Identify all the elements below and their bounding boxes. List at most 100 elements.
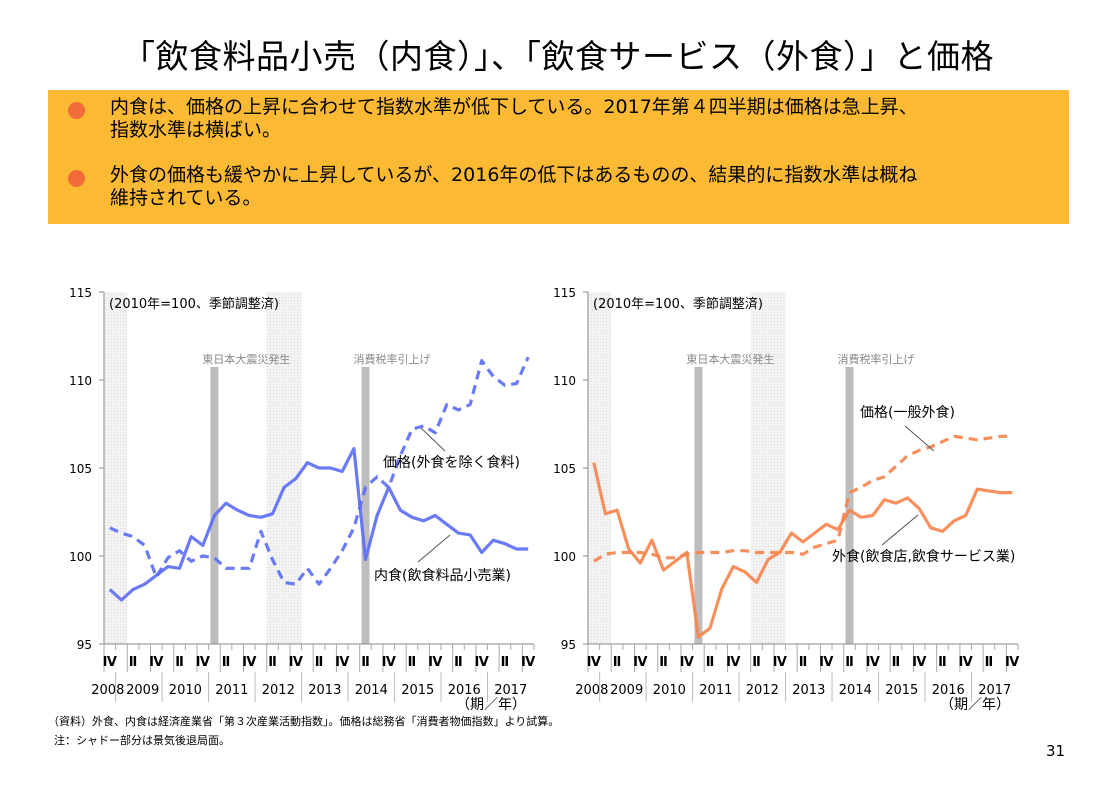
naishoku-x-quarter-label: Ⅱ	[175, 655, 184, 670]
gaishoku-x-quarter-label: Ⅱ	[892, 655, 901, 670]
naishoku-event-bar	[361, 367, 370, 644]
gaishoku-series-price-line	[592, 434, 1013, 563]
gaishoku-event-bar	[694, 367, 703, 644]
naishoku-x-year-label: 2011	[215, 683, 248, 698]
gaishoku-recession-shade	[750, 292, 786, 644]
naishoku-leader-line	[417, 534, 451, 563]
naishoku-x-quarter-label: Ⅳ	[428, 655, 443, 670]
gaishoku-x-year-label: 2009	[610, 683, 643, 698]
shading-note: 注：シャドー部分は景気後退局面。	[54, 734, 230, 747]
naishoku-x-year-label: 2012	[262, 683, 295, 698]
naishoku-x-axis-label: （期／年）	[456, 697, 526, 713]
naishoku-x-quarter-label: Ⅱ	[129, 655, 138, 670]
gaishoku-x-year-label: 2010	[653, 683, 686, 698]
gaishoku-event-label: 東日本大震災発生	[686, 352, 774, 366]
gaishoku-x-year-label: 2013	[792, 683, 825, 698]
gaishoku-series-label: 外食(飲食店,飲食サービス業)	[832, 548, 1015, 565]
gaishoku-x-quarter-label: Ⅱ	[845, 655, 854, 670]
naishoku-x-quarter-label: Ⅳ	[521, 655, 536, 670]
gaishoku-x-quarter-label: Ⅳ	[819, 655, 834, 670]
naishoku-event-bar	[210, 367, 219, 644]
summary-line: 指数水準は横ばい。	[110, 119, 282, 141]
naishoku-y-tick-label: 100	[69, 550, 92, 564]
naishoku-y-tick-label: 95	[77, 638, 92, 652]
naishoku-x-quarter-label: Ⅳ	[149, 655, 164, 670]
gaishoku-x-year-label: 2008	[575, 683, 608, 698]
naishoku-x-year-label: 2008	[91, 683, 124, 698]
naishoku-series-price-line	[109, 356, 530, 586]
gaishoku-x-year-label: 2011	[699, 683, 732, 698]
gaishoku-x-quarter-label: Ⅱ	[706, 655, 715, 670]
naishoku-x-quarter-label: Ⅳ	[475, 655, 490, 670]
gaishoku-x-quarter-label: Ⅱ	[985, 655, 994, 670]
gaishoku-leader-line	[881, 514, 919, 546]
gaishoku-x-quarter-label: Ⅱ	[752, 655, 761, 670]
gaishoku-x-quarter-label: Ⅳ	[726, 655, 741, 670]
source-note: （資料）外食、内食は経済産業省「第３次産業活動指数」。価格は総務省「消費者物価指…	[48, 715, 560, 728]
gaishoku-x-quarter-label: Ⅱ	[938, 655, 947, 670]
page-number: 31	[1046, 742, 1066, 760]
naishoku-x-quarter-label: Ⅳ	[196, 655, 211, 670]
naishoku-base-note: (2010年=100、季節調整済)	[109, 296, 279, 312]
gaishoku-x-quarter-label: Ⅱ	[613, 655, 622, 670]
naishoku-series-label: 内食(飲食料品小売業)	[374, 567, 511, 584]
naishoku-leader-line	[420, 427, 446, 452]
gaishoku-y-tick-label: 95	[561, 638, 576, 652]
footnotes: （資料）外食、内食は経済産業省「第３次産業活動指数」。価格は総務省「消費者物価指…	[48, 712, 559, 750]
naishoku-x-year-label: 2009	[126, 683, 159, 698]
gaishoku-x-quarter-label: Ⅳ	[866, 655, 881, 670]
naishoku-x-quarter-label: Ⅳ	[335, 655, 350, 670]
gaishoku-x-year-label: 2012	[746, 683, 779, 698]
gaishoku-event-bar	[845, 367, 854, 644]
gaishoku-x-year-label: 2016	[932, 683, 965, 698]
naishoku-recession-shade	[104, 292, 128, 644]
naishoku-x-quarter-label: Ⅱ	[454, 655, 463, 670]
gaishoku-y-tick-label: 100	[553, 550, 576, 564]
bullet-icon	[68, 170, 85, 187]
naishoku-x-year-label: 2015	[401, 683, 434, 698]
gaishoku-x-year-label: 2017	[978, 683, 1011, 698]
naishoku-x-quarter-label: Ⅱ	[408, 655, 417, 670]
summary-line: 内食は、価格の上昇に合わせて指数水準が低下している。2017年第４四半期は価格は…	[110, 96, 918, 118]
naishoku-x-quarter-label: Ⅳ	[289, 655, 304, 670]
naishoku-x-quarter-label: Ⅱ	[361, 655, 370, 670]
bullet-icon	[68, 102, 85, 119]
naishoku-x-quarter-label: Ⅳ	[103, 655, 118, 670]
naishoku-x-quarter-label: Ⅱ	[222, 655, 231, 670]
gaishoku-x-quarter-label: Ⅳ	[680, 655, 695, 670]
naishoku-y-tick-label: 105	[69, 462, 92, 476]
gaishoku-y-tick-label: 105	[553, 462, 576, 476]
gaishoku-x-quarter-label: Ⅳ	[633, 655, 648, 670]
naishoku-event-label: 消費税率引上げ	[353, 352, 430, 366]
naishoku-y-tick-label: 115	[69, 286, 92, 300]
gaishoku-y-tick-label: 115	[553, 286, 576, 300]
naishoku-recession-shade	[266, 292, 302, 644]
naishoku-x-year-label: 2016	[448, 683, 481, 698]
gaishoku-x-quarter-label: Ⅱ	[659, 655, 668, 670]
gaishoku-x-axis-label: （期／年）	[940, 697, 1010, 713]
gaishoku-series-label: 価格(一般外食)	[860, 404, 955, 421]
naishoku-x-year-label: 2010	[169, 683, 202, 698]
gaishoku-series-index-line	[592, 462, 1013, 639]
naishoku-x-year-label: 2014	[355, 683, 388, 698]
gaishoku-x-year-label: 2015	[885, 683, 918, 698]
page-title: 「飲食料品小売（内食）」、「飲食サービス（外食）」と価格	[122, 37, 994, 76]
naishoku-x-year-label: 2013	[308, 683, 341, 698]
summary-line: 維持されている。	[110, 187, 262, 209]
gaishoku-x-year-label: 2014	[839, 683, 872, 698]
naishoku-series-index-line	[108, 447, 529, 602]
gaishoku-recession-shade	[588, 292, 612, 644]
summary-box: 内食は、価格の上昇に合わせて指数水準が低下している。2017年第４四半期は価格は…	[48, 90, 1069, 224]
naishoku-series-label: 価格(外食を除く食料)	[383, 454, 520, 471]
summary-bullet-text: 外食の価格も緩やかに上昇しているが、2016年の低下はあるものの、結果的に指数水…	[110, 164, 1060, 210]
gaishoku-x-quarter-label: Ⅳ	[959, 655, 974, 670]
gaishoku-x-quarter-label: Ⅱ	[799, 655, 808, 670]
gaishoku-x-quarter-label: Ⅳ	[912, 655, 927, 670]
naishoku-x-quarter-label: Ⅳ	[242, 655, 257, 670]
naishoku-x-quarter-label: Ⅱ	[268, 655, 277, 670]
gaishoku-x-quarter-label: Ⅳ	[773, 655, 788, 670]
gaishoku-event-label: 消費税率引上げ	[837, 352, 914, 366]
naishoku-x-quarter-label: Ⅱ	[501, 655, 510, 670]
summary-bullet-text: 内食は、価格の上昇に合わせて指数水準が低下している。2017年第４四半期は価格は…	[110, 96, 1060, 142]
gaishoku-base-note: (2010年=100、季節調整済)	[593, 296, 763, 312]
